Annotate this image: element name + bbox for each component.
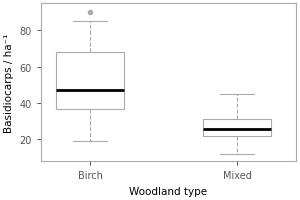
- PathPatch shape: [56, 53, 124, 109]
- Y-axis label: Basidiocarps / ha⁻¹: Basidiocarps / ha⁻¹: [4, 33, 14, 132]
- PathPatch shape: [203, 120, 271, 136]
- X-axis label: Woodland type: Woodland type: [129, 186, 208, 196]
